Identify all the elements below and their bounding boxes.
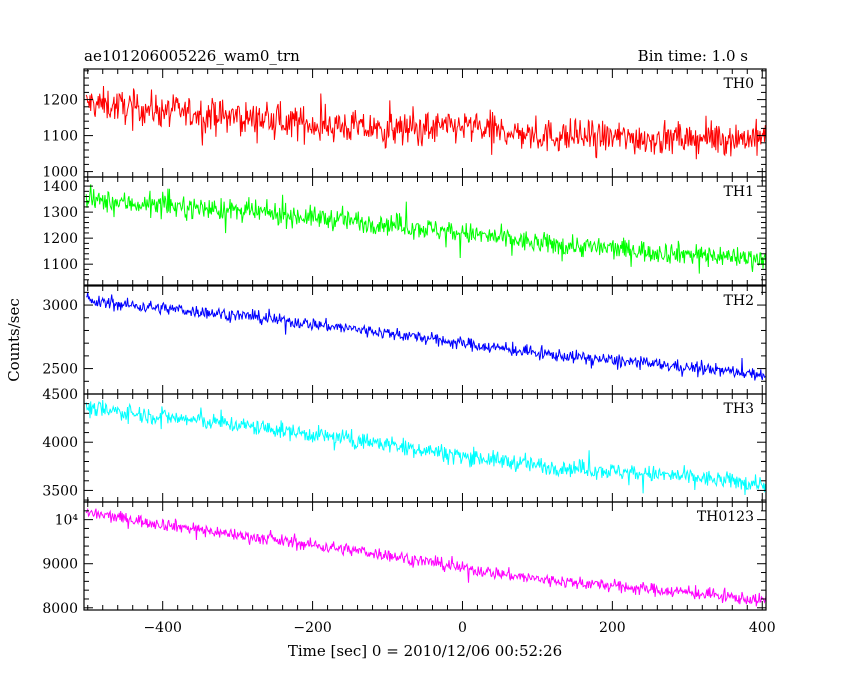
series-line-th0 <box>85 85 766 160</box>
series-label-th0123: TH0123 <box>697 509 754 525</box>
y-tick-label: 4500 <box>42 387 78 403</box>
y-tick-label: 1000 <box>42 165 78 181</box>
x-tick-label: 200 <box>599 620 626 636</box>
y-tick-label: 1300 <box>42 205 78 221</box>
y-tick-label: 3500 <box>42 483 78 499</box>
series-line-th2 <box>86 291 766 381</box>
series-line-th3 <box>85 399 766 496</box>
y-axis-title: Counts/sec <box>5 298 23 382</box>
y-tick-label: 10⁴ <box>55 513 79 529</box>
series-line-th0123 <box>85 507 766 607</box>
y-tick-label: 1200 <box>42 93 78 109</box>
y-tick-label: 1400 <box>42 179 78 195</box>
series-label-th1: TH1 <box>724 184 754 200</box>
x-tick-label: 400 <box>749 620 776 636</box>
series-label-th3: TH3 <box>724 401 754 417</box>
x-axis-title: Time [sec] 0 = 2010/12/06 00:52:26 <box>288 642 562 660</box>
bin-time-label: Bin time: 1.0 s <box>638 47 748 65</box>
y-tick-label: 4000 <box>42 435 78 451</box>
panel-frame-th0123 <box>83 501 767 611</box>
panel-frame-th3 <box>83 393 767 503</box>
y-tick-label: 1100 <box>42 129 78 145</box>
figure-title: ae101206005226_wam0_trn <box>84 47 300 65</box>
series-line-th1 <box>85 184 766 274</box>
y-tick-label: 1100 <box>42 257 78 273</box>
y-tick-label: 3000 <box>42 298 78 314</box>
series-label-th0: TH0 <box>724 76 754 92</box>
y-tick-label: 2500 <box>42 362 78 378</box>
x-tick-label: 0 <box>458 620 467 636</box>
panel-frame-th1 <box>83 176 767 286</box>
x-tick-label: −200 <box>293 620 331 636</box>
y-tick-label: 9000 <box>42 557 78 573</box>
y-tick-label: 8000 <box>42 601 78 617</box>
x-tick-label: −400 <box>143 620 181 636</box>
series-label-th2: TH2 <box>724 293 754 309</box>
panels-group: TH0 1000 1100 1200 TH1 1100 1200 1300 1400 TH2 250… <box>42 68 776 636</box>
y-tick-label: 1200 <box>42 231 78 247</box>
